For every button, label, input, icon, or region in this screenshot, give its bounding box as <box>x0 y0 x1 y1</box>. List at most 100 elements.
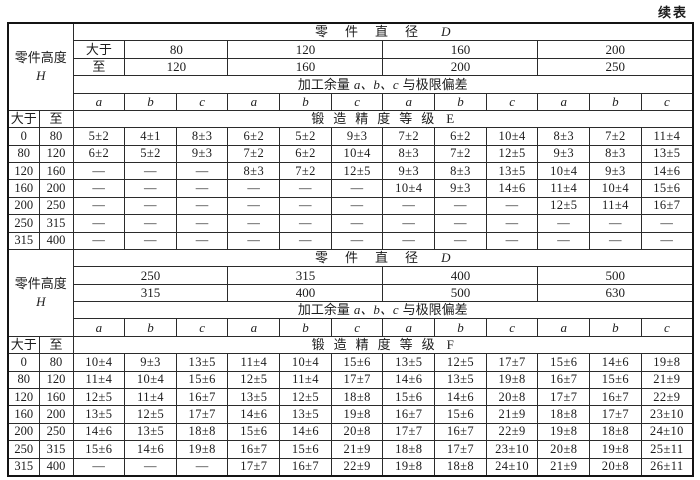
row-to-value: 160 <box>38 162 74 181</box>
part-diameter-header: 零件直径 D <box>72 248 694 268</box>
column-header-c: c <box>330 318 384 337</box>
allowance-value: — <box>175 214 229 233</box>
allowance-value: — <box>330 196 384 216</box>
allowance-abc: a、b、c <box>353 76 399 92</box>
header-row-diameter-to: 315 400 500 630 <box>8 283 694 303</box>
allowance-value: 9±3 <box>537 144 591 164</box>
allowance-value: 16±7 <box>227 440 281 459</box>
allowance-value: 19±8 <box>485 370 539 390</box>
allowance-value: 15±6 <box>175 370 229 390</box>
allowance-value: — <box>175 457 229 477</box>
part-height-label: 零件高度 <box>14 50 67 66</box>
grade-title-e: 锻造精度等级 E <box>72 109 694 129</box>
row-to-value: 160 <box>38 388 74 407</box>
part-diameter-label: 零件直径 <box>315 250 436 266</box>
allowance-value: 10±4 <box>124 370 177 390</box>
column-header-c: c <box>330 92 384 111</box>
allowance-value: 22±9 <box>485 422 539 442</box>
forging-allowance-table: 零件高度 H 零件直径 D 大于 80 120 160 200 至 120 160… <box>7 22 694 477</box>
allowance-value: 21±9 <box>640 370 694 390</box>
allowance-value: — <box>124 214 177 233</box>
allowance-value: 19±8 <box>589 440 642 459</box>
allowance-value: 6±2 <box>434 127 487 146</box>
allowance-value: 8±3 <box>434 162 487 181</box>
allowance-value: 8±3 <box>537 127 591 146</box>
section-e-data: 0 80 5±2 4±1 8±3 6±2 5±2 9±3 7±2 6±2 10±4 8±3 7±2 11±… <box>7 127 694 250</box>
allowance-value: 13±5 <box>124 422 177 442</box>
allowance-value: 12±5 <box>537 196 591 216</box>
allowance-value: 19±8 <box>382 457 436 477</box>
diameter-to-value: 200 <box>382 57 539 77</box>
allowance-value: 10±4 <box>382 179 436 198</box>
allowance-value: 9±3 <box>589 162 642 181</box>
allowance-value: — <box>72 162 126 181</box>
table-row: 250 315 15±6 14±6 19±8 16±7 15±6 21±9 18±8 17±7 23… <box>7 440 694 459</box>
part-height-label: 零件高度 <box>14 276 67 292</box>
part-diameter-label: 零件直径 <box>315 24 436 40</box>
diameter-over-value: 200 <box>537 40 694 59</box>
column-header-c: c <box>175 318 229 337</box>
part-diameter-symbol: D <box>441 250 451 266</box>
allowance-value: 15±6 <box>72 440 126 459</box>
allowance-value: 15±6 <box>227 422 281 442</box>
allowance-value: 17±7 <box>175 405 229 424</box>
allowance-value: 6±2 <box>279 144 332 164</box>
header-row-grade: 大于 至 锻造精度等级 F <box>7 335 694 355</box>
allowance-value: 11±4 <box>589 196 642 216</box>
row-to-value: 120 <box>38 144 74 164</box>
allowance-value: — <box>589 231 642 250</box>
part-diameter-symbol: D <box>441 24 451 40</box>
allowance-value: 7±2 <box>589 127 642 146</box>
allowance-value: 26±11 <box>640 457 694 477</box>
allowance-value: 19±8 <box>330 405 384 424</box>
table-row: 315 400— — —17±7 16±7 22±9 19±8 18±8 24±10 21±9 20… <box>7 457 694 477</box>
allowance-value: 14±6 <box>382 370 436 390</box>
table-row: 160 200 13±5 12±5 17±7 14±6 13±5 19±8 16±7 15±6 21… <box>7 405 694 424</box>
allowance-value: 23±10 <box>485 440 539 459</box>
allowance-value: — <box>227 231 281 250</box>
allowance-prefix: 加工余量 <box>297 302 350 318</box>
allowance-value: 13±5 <box>434 370 487 390</box>
allowance-value: 5±2 <box>124 144 177 164</box>
allowance-value: — <box>279 214 332 233</box>
allowance-value: 10±4 <box>485 127 539 146</box>
allowance-value: 8±3 <box>227 162 281 181</box>
allowance-value: 25±11 <box>640 440 694 459</box>
allowance-value: 9±3 <box>175 144 229 164</box>
allowance-value: — <box>485 196 539 216</box>
column-header-a: a <box>537 318 591 337</box>
allowance-value: 13±5 <box>227 388 281 407</box>
allowance-value: 17±7 <box>382 422 436 442</box>
allowance-prefix: 加工余量 <box>297 76 350 92</box>
table-row: 250 315— — — — — — — — — — — — <box>7 214 694 233</box>
grade-letter: E <box>446 111 455 127</box>
diameter-over-value: 160 <box>382 40 539 59</box>
allowance-value: 18±8 <box>434 457 487 477</box>
column-header-a: a <box>537 92 591 111</box>
allowance-value: 17±7 <box>227 457 281 477</box>
allowance-value: 5±2 <box>279 127 332 146</box>
allowance-value: 14±6 <box>434 388 487 407</box>
diameter-to-value: 250 <box>537 57 694 77</box>
allowance-value: — <box>330 214 384 233</box>
row-to-value: 250 <box>38 196 74 216</box>
allowance-value: — <box>72 457 126 477</box>
header-row-diameter-to: 至 120 160 200 250 <box>8 57 694 77</box>
table-row: 160 200— — — — — —10±4 9±3 14±6 11±4 10±4 15±6 <box>7 179 694 198</box>
allowance-value: 10±4 <box>537 162 591 181</box>
allowance-value: 14±6 <box>124 440 177 459</box>
header-row-diameter-over: 大于 80 120 160 200 <box>8 40 694 59</box>
allowance-value: 15±6 <box>382 388 436 407</box>
column-header-b: b <box>124 92 177 111</box>
allowance-value: — <box>434 214 487 233</box>
allowance-value: 18±8 <box>175 422 229 442</box>
part-height-symbol: H <box>36 293 46 309</box>
allowance-value: 10±4 <box>330 144 384 164</box>
allowance-value: 12±5 <box>124 405 177 424</box>
row-over-value: 250 <box>7 214 40 233</box>
table-row: 315 400— — — — — — — — — — — — <box>7 231 694 250</box>
table-row: 80 120 6±2 5±2 9±3 7±2 6±2 10±4 8±3 7±2 12±5 9±3 8±3… <box>7 144 694 164</box>
diameter-to-value: 630 <box>537 283 694 303</box>
row-over-value: 80 <box>7 370 40 390</box>
allowance-value: — <box>124 231 177 250</box>
